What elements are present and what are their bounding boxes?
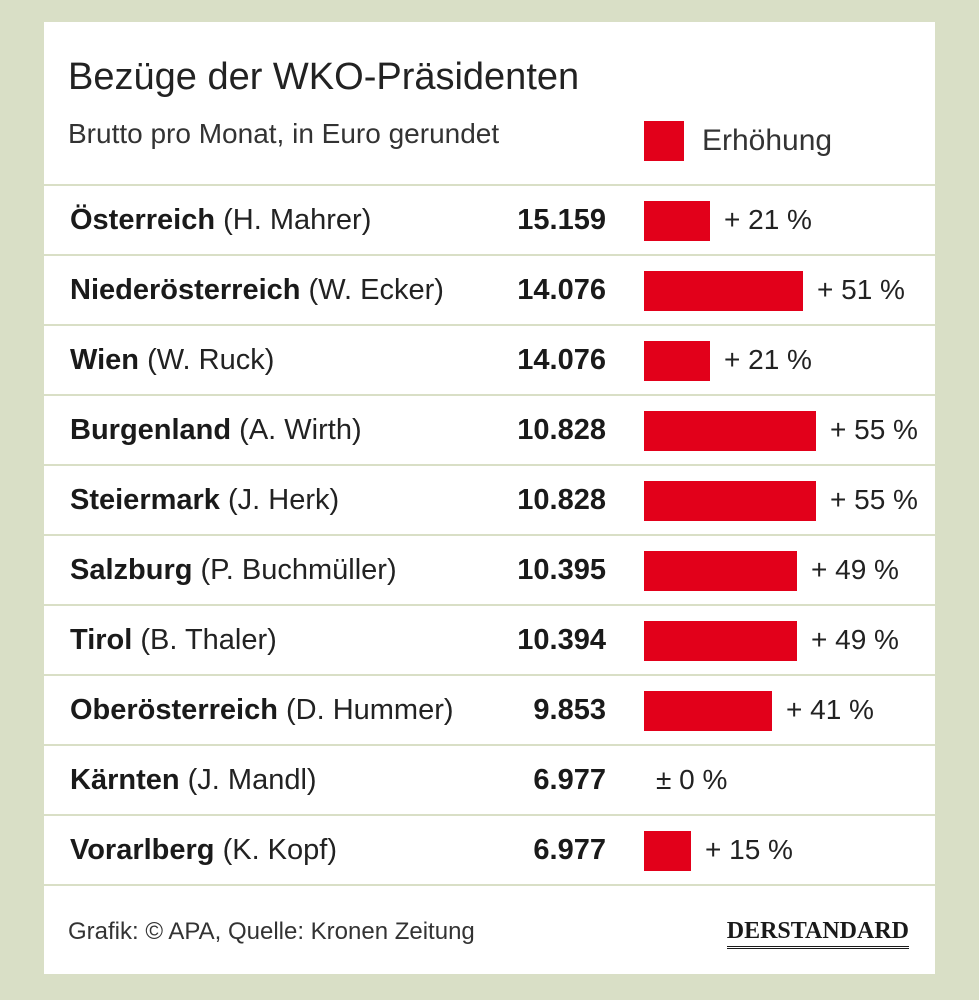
table-row: Steiermark (J. Herk) 10.828 + 55 % <box>44 466 935 534</box>
table-row: Österreich (H. Mahrer) 15.159 + 21 % <box>44 186 935 254</box>
salary-value: 10.828 <box>517 484 606 516</box>
row-label: Steiermark (J. Herk) <box>70 466 339 534</box>
increase-bar <box>644 271 803 311</box>
row-label: Vorarlberg (K. Kopf) <box>70 816 337 884</box>
region-name: Salzburg <box>70 554 193 586</box>
row-label: Kärnten (J. Mandl) <box>70 746 317 814</box>
increase-bar <box>644 691 772 731</box>
row-divider <box>44 324 935 326</box>
salary-value: 10.828 <box>517 414 606 446</box>
increase-bar <box>644 831 691 871</box>
region-name: Wien <box>70 344 140 376</box>
increase-label: + 55 % <box>830 414 918 445</box>
salary-value: 9.853 <box>533 694 606 726</box>
region-name: Tirol <box>70 624 133 656</box>
salary-value: 6.977 <box>533 764 606 796</box>
increase-label: + 49 % <box>811 624 899 655</box>
president-name: (K. Kopf) <box>214 834 338 866</box>
president-name: (D. Hummer) <box>277 694 454 726</box>
chart-title: Bezüge der WKO-Präsidenten <box>68 56 580 98</box>
table-row: Vorarlberg (K. Kopf) 6.977 + 15 % <box>44 816 935 884</box>
publisher-logo: DERSTANDARD <box>726 918 909 949</box>
row-label: Österreich (H. Mahrer) <box>70 186 371 254</box>
increase-label: + 41 % <box>786 694 874 725</box>
row-divider <box>44 604 935 606</box>
president-name: (B. Thaler) <box>132 624 277 656</box>
salary-value: 6.977 <box>533 834 606 866</box>
increase-label: ± 0 % <box>656 764 728 795</box>
row-divider <box>44 534 935 536</box>
row-divider <box>44 814 935 816</box>
source-credit: Grafik: © APA, Quelle: Kronen Zeitung <box>68 918 475 945</box>
president-name: (J. Herk) <box>219 484 340 516</box>
increase-bar <box>644 411 816 451</box>
salary-value: 14.076 <box>517 274 606 306</box>
row-label: Tirol (B. Thaler) <box>70 606 277 674</box>
increase-bar <box>644 551 797 591</box>
row-divider <box>44 464 935 466</box>
increase-label: + 55 % <box>830 484 918 515</box>
chart-subtitle: Brutto pro Monat, in Euro gerundet <box>68 118 500 149</box>
legend-swatch <box>644 121 684 161</box>
infographic-card: Bezüge der WKO-Präsidenten Brutto pro Mo… <box>44 22 935 974</box>
region-name: Burgenland <box>70 414 232 446</box>
region-name: Vorarlberg <box>70 834 215 866</box>
salary-value: 10.395 <box>517 554 606 586</box>
row-divider <box>44 884 935 886</box>
increase-bar <box>644 341 710 381</box>
president-name: (P. Buchmüller) <box>192 554 397 586</box>
row-divider <box>44 674 935 676</box>
increase-label: + 21 % <box>724 204 812 235</box>
region-name: Steiermark <box>70 484 220 516</box>
president-name: (W. Ruck) <box>139 344 275 376</box>
table-row: Wien (W. Ruck) 14.076 + 21 % <box>44 326 935 394</box>
president-name: (W. Ecker) <box>300 274 444 306</box>
increase-label: + 51 % <box>817 274 905 305</box>
increase-label: + 49 % <box>811 554 899 585</box>
row-divider <box>44 254 935 256</box>
row-divider <box>44 394 935 396</box>
president-name: (H. Mahrer) <box>215 204 372 236</box>
president-name: (A. Wirth) <box>231 414 362 446</box>
region-name: Niederösterreich <box>70 274 301 306</box>
row-label: Oberösterreich (D. Hummer) <box>70 676 454 744</box>
table-row: Burgenland (A. Wirth) 10.828 + 55 % <box>44 396 935 464</box>
table-row: Oberösterreich (D. Hummer) 9.853 + 41 % <box>44 676 935 744</box>
row-label: Wien (W. Ruck) <box>70 326 274 394</box>
increase-bar <box>644 201 710 241</box>
row-label: Burgenland (A. Wirth) <box>70 396 362 464</box>
salary-value: 15.159 <box>517 204 606 236</box>
increase-label: + 21 % <box>724 344 812 375</box>
table-row: Kärnten (J. Mandl) 6.977 ± 0 % <box>44 746 935 814</box>
row-label: Salzburg (P. Buchmüller) <box>70 536 397 604</box>
region-name: Oberösterreich <box>70 694 278 726</box>
table-row: Niederösterreich (W. Ecker) 14.076 + 51 % <box>44 256 935 324</box>
row-divider <box>44 184 935 186</box>
table-row: Tirol (B. Thaler) 10.394 + 49 % <box>44 606 935 674</box>
increase-label: + 15 % <box>705 834 793 865</box>
president-name: (J. Mandl) <box>179 764 317 796</box>
increase-bar <box>644 621 797 661</box>
salary-value: 14.076 <box>517 344 606 376</box>
table-row: Salzburg (P. Buchmüller) 10.395 + 49 % <box>44 536 935 604</box>
row-label: Niederösterreich (W. Ecker) <box>70 256 444 324</box>
region-name: Kärnten <box>70 764 180 796</box>
row-divider <box>44 744 935 746</box>
region-name: Österreich <box>70 204 216 236</box>
legend-label: Erhöhung <box>702 124 833 157</box>
increase-bar <box>644 481 816 521</box>
salary-value: 10.394 <box>517 624 606 656</box>
